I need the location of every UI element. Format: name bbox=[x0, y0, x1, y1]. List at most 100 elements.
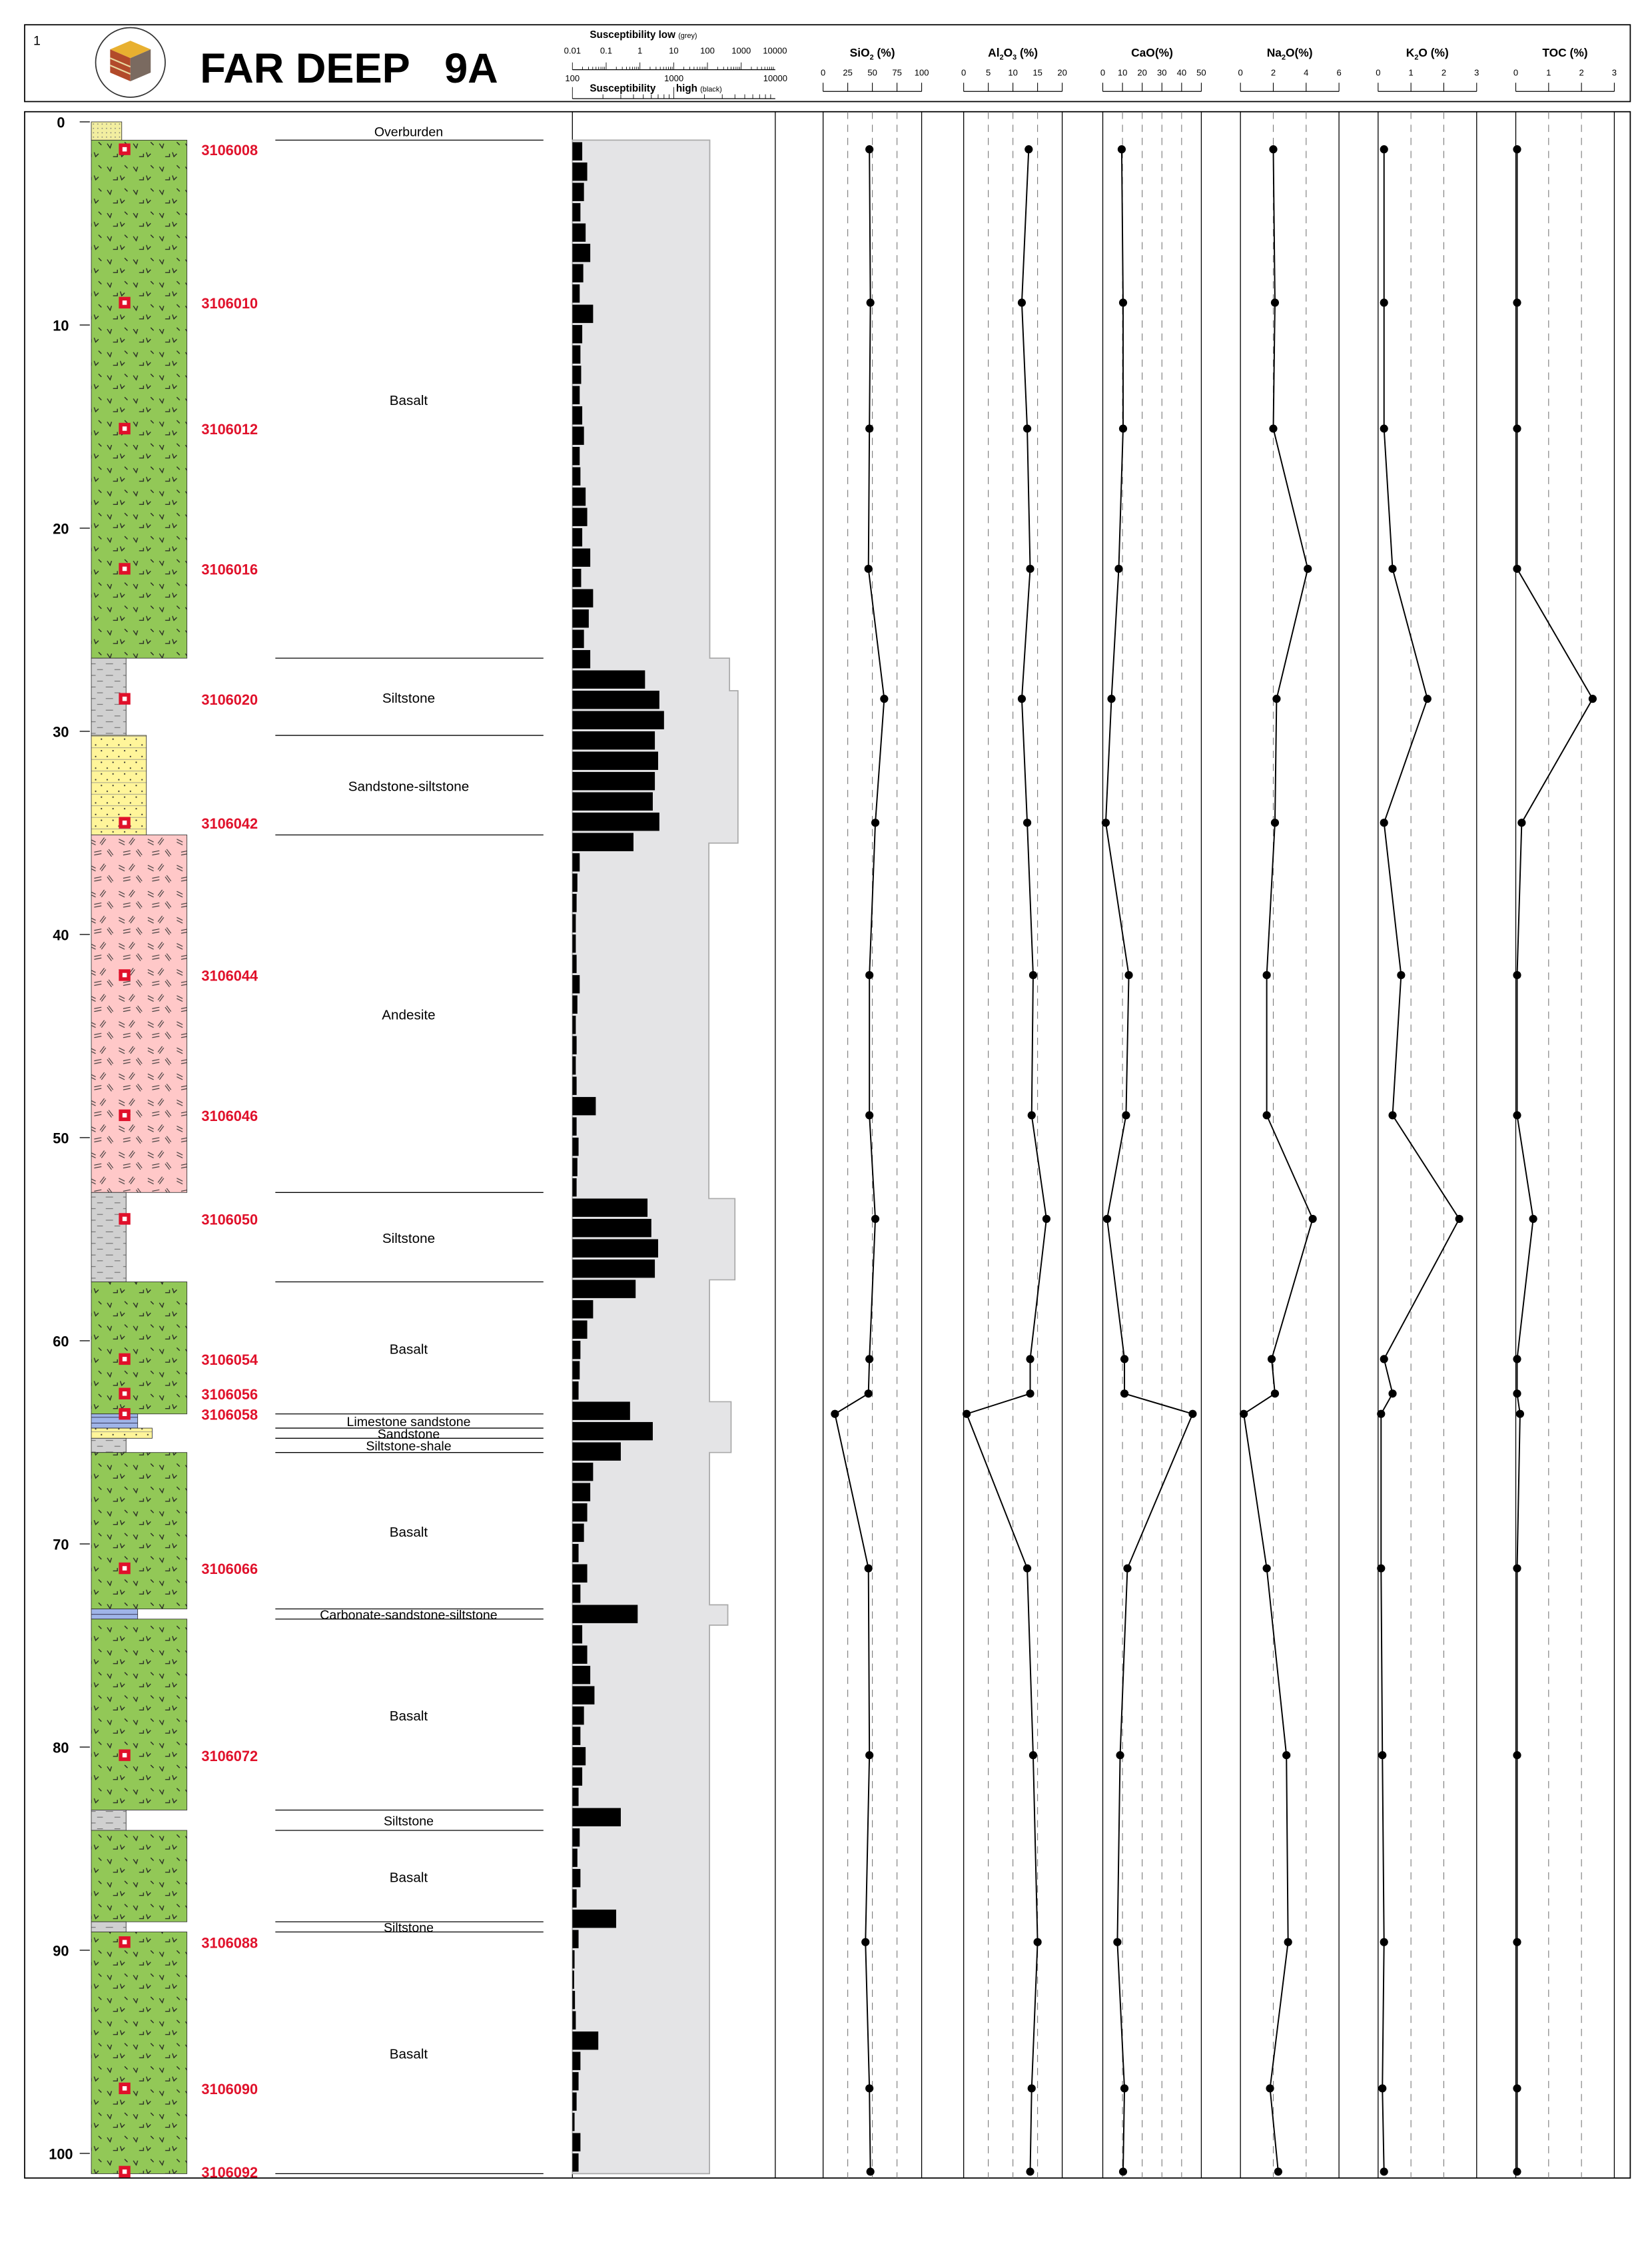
susc-low-tick-label: 10000 bbox=[763, 46, 787, 56]
susceptibility-high-bar bbox=[572, 568, 582, 587]
susc-high-tick-label: 10000 bbox=[763, 73, 787, 83]
chem-tick-label: 10 bbox=[1008, 67, 1018, 77]
data-point bbox=[1388, 564, 1397, 573]
data-point bbox=[1025, 145, 1033, 154]
susceptibility-high-bar bbox=[572, 853, 580, 872]
susceptibility-high-bar bbox=[572, 264, 584, 282]
sample-id: 3106008 bbox=[201, 142, 258, 159]
susceptibility-high-bar bbox=[572, 1137, 579, 1156]
data-point bbox=[1270, 298, 1280, 307]
chem-tick-label: 2 bbox=[1442, 67, 1446, 77]
lith-label: Siltstone-shale bbox=[366, 1439, 451, 1454]
susceptibility-high-bar bbox=[572, 1950, 575, 1969]
data-point bbox=[864, 564, 873, 573]
susceptibility-high-bar bbox=[572, 284, 580, 303]
sample-id: 3106042 bbox=[201, 815, 258, 832]
data-point bbox=[1027, 2084, 1036, 2093]
lith-label: Basalt bbox=[390, 1708, 428, 1724]
sample-marker-center bbox=[122, 1566, 127, 1571]
data-point bbox=[1120, 1355, 1129, 1363]
sample-marker-center bbox=[122, 972, 127, 978]
susc-high-tick-label: 1000 bbox=[664, 73, 683, 83]
series-line-3 bbox=[1243, 149, 1314, 2172]
data-point bbox=[1023, 424, 1032, 433]
chem-tick-label: 1 bbox=[1546, 67, 1551, 77]
lith-basalt bbox=[91, 1452, 188, 1609]
susc-low-tick-label: 1 bbox=[637, 46, 642, 56]
sample-marker-center bbox=[122, 1357, 127, 1361]
chem-tick-label: 3 bbox=[1474, 67, 1479, 77]
sample-id: 3106050 bbox=[201, 1212, 258, 1228]
data-point bbox=[1262, 1564, 1271, 1573]
data-point bbox=[1308, 1214, 1317, 1224]
data-point bbox=[1272, 695, 1281, 703]
data-point bbox=[1029, 1751, 1038, 1760]
lith-sandstone bbox=[91, 1427, 153, 1439]
data-point bbox=[1118, 2167, 1128, 2176]
data-point bbox=[864, 1564, 873, 1573]
data-point bbox=[871, 819, 880, 827]
depth-tick-label: 60 bbox=[53, 1333, 69, 1350]
data-point bbox=[1118, 424, 1128, 433]
susceptibility-high-bar bbox=[572, 2072, 579, 2091]
susceptibility-high-bar bbox=[572, 243, 591, 262]
chem-header-1: Al2O3 (%) bbox=[988, 46, 1038, 61]
data-point bbox=[1262, 1111, 1271, 1120]
susceptibility-high-bar bbox=[572, 873, 578, 892]
depth-tick-label: 10 bbox=[53, 318, 69, 334]
series-line-4 bbox=[1380, 149, 1460, 2172]
data-point bbox=[1267, 1355, 1276, 1363]
data-point bbox=[1380, 1355, 1388, 1363]
susceptibility-high-bar bbox=[572, 1808, 621, 1826]
susceptibility-high-bar bbox=[572, 690, 659, 709]
chem-tick-label: 2 bbox=[1579, 67, 1583, 77]
data-point bbox=[1513, 1751, 1521, 1760]
susceptibility-high-bar bbox=[572, 1848, 578, 1867]
susceptibility-high-bar bbox=[572, 1970, 574, 1989]
chem-header-0: SiO2 (%) bbox=[850, 46, 895, 61]
data-point bbox=[1274, 2167, 1282, 2176]
susceptibility-high-bar bbox=[572, 1198, 648, 1217]
data-point bbox=[880, 695, 889, 703]
page-number: 1 bbox=[33, 34, 41, 49]
susceptibility-high-bar bbox=[572, 1421, 653, 1441]
lith-basalt bbox=[91, 1830, 188, 1922]
sample-id: 3106046 bbox=[201, 1108, 258, 1124]
susceptibility-high-bar bbox=[572, 1381, 579, 1400]
susceptibility-high-bar bbox=[572, 1767, 583, 1786]
susceptibility-high-bar bbox=[572, 751, 658, 770]
susceptibility-high-bar bbox=[572, 589, 594, 607]
susceptibility-scale: Susceptibility low (grey) 0.01 0.1 1 10 100 1… bbox=[564, 29, 787, 99]
lith-siltstone bbox=[91, 1921, 127, 1932]
data-point bbox=[1397, 970, 1406, 980]
data-point bbox=[1033, 1938, 1042, 1946]
chem-tick-label: 0 bbox=[1513, 67, 1518, 77]
data-point bbox=[1513, 1389, 1521, 1398]
chem-tick-label: 50 bbox=[1196, 67, 1206, 77]
depth-tick-label: 40 bbox=[53, 927, 69, 944]
susceptibility-high-bar bbox=[572, 1930, 579, 1948]
susceptibility-high-bar bbox=[572, 2092, 577, 2111]
depth-tick-label: 70 bbox=[53, 1537, 69, 1553]
susceptibility-high-bar bbox=[572, 1218, 651, 1238]
data-point bbox=[1117, 145, 1126, 154]
lith-limestone bbox=[91, 1413, 139, 1429]
data-point bbox=[1388, 1111, 1397, 1120]
susceptibility-high-bar bbox=[572, 771, 655, 791]
susceptibility-high-bar bbox=[572, 1645, 588, 1664]
series-line-2 bbox=[1104, 149, 1194, 2172]
susceptibility-high-bar bbox=[572, 1990, 576, 2010]
data-point bbox=[864, 1389, 873, 1398]
susceptibility-high-bar bbox=[572, 609, 589, 628]
data-point bbox=[1017, 695, 1027, 703]
lith-label: Basalt bbox=[390, 1341, 428, 1357]
susceptibility-high-bar bbox=[572, 974, 580, 994]
data-point bbox=[1378, 2084, 1387, 2093]
susceptibility-high-bar bbox=[572, 1665, 591, 1685]
data-point bbox=[1023, 1564, 1032, 1573]
data-point bbox=[1304, 564, 1312, 573]
depth-tick-label: 80 bbox=[53, 1740, 69, 1756]
lith-label: Sandstone-siltstone bbox=[348, 779, 469, 794]
page-title: FAR DEEP 9A bbox=[200, 45, 498, 92]
chem-tick-label: 40 bbox=[1177, 67, 1187, 77]
